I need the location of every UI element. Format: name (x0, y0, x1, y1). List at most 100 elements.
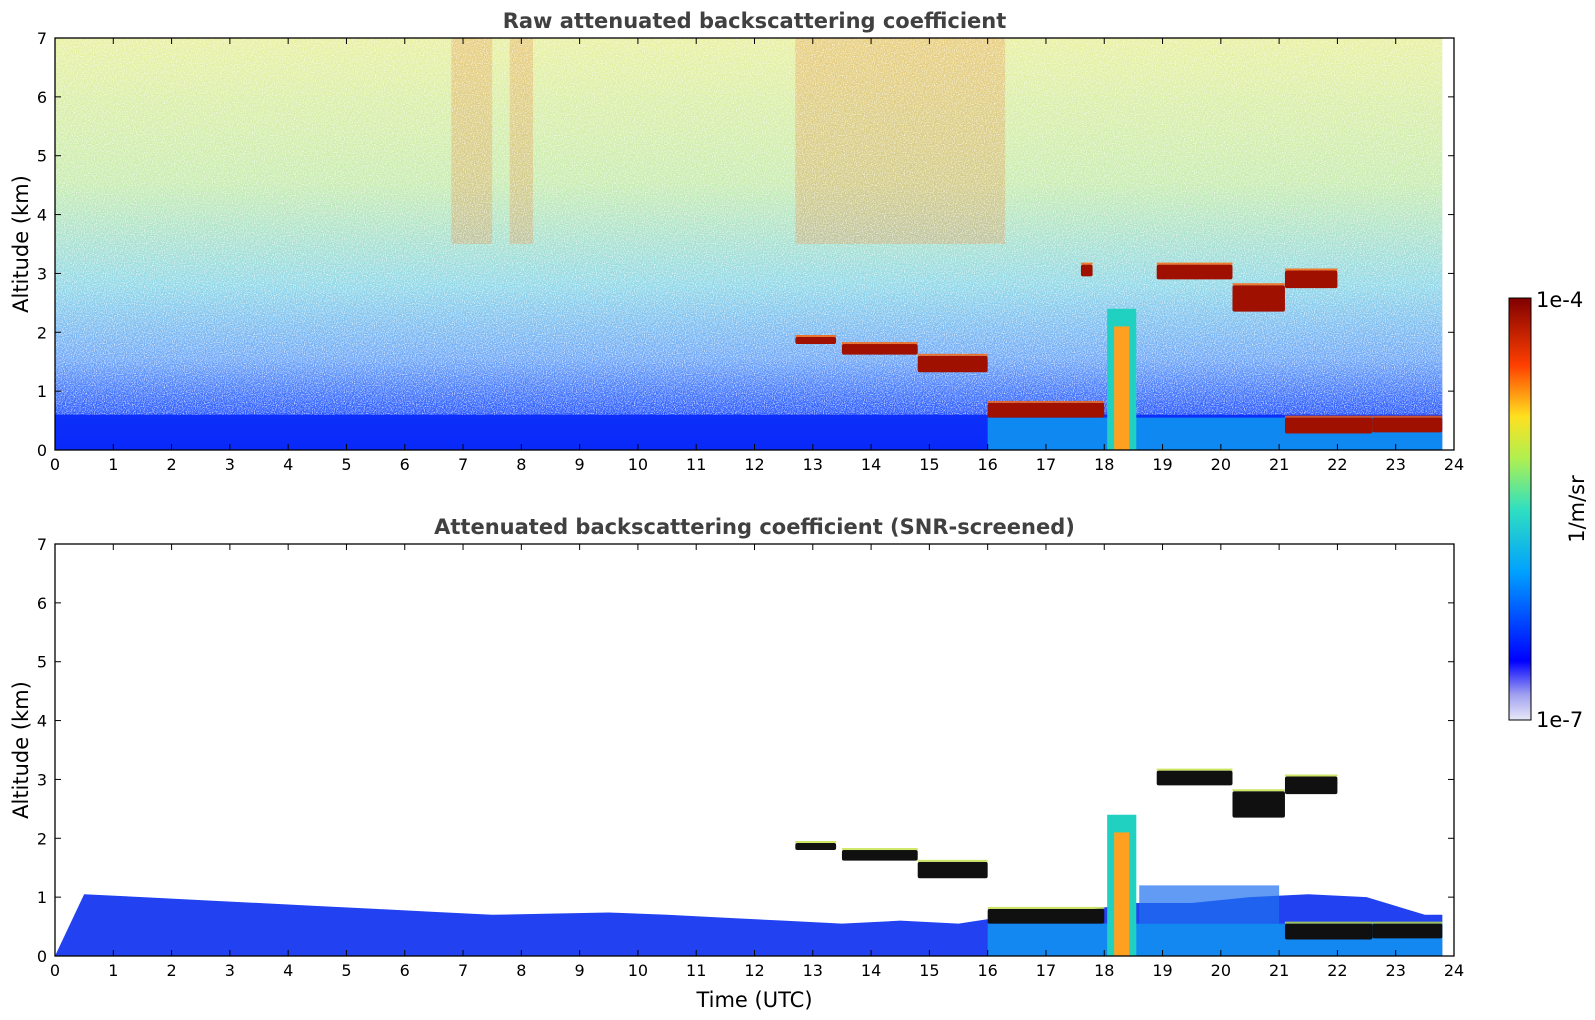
raw-x-tick-label: 22 (1327, 455, 1347, 474)
screened-x-tick-label: 11 (686, 961, 706, 980)
raw-x-tick-label: 15 (919, 455, 939, 474)
raw-x-tick-label: 23 (1386, 455, 1406, 474)
screened-cloud-layer (841, 850, 918, 861)
screened-cloud-layer (795, 842, 837, 851)
screened-x-tick-label: 9 (575, 961, 585, 980)
screened-cloud-edge (1372, 921, 1443, 924)
raw-cloud-edge (1372, 415, 1443, 418)
screened-x-tick-label: 14 (861, 961, 881, 980)
raw-panel: 0 1 2 3 4 5 6 7 8 9 10 11 12 13 14 15 16 17 18 19 20 21 22 23 24… (9, 9, 1464, 474)
screened-x-tick-label: 1 (108, 961, 118, 980)
screened-x-tick-label: 6 (400, 961, 410, 980)
raw-x-tick-label: 4 (283, 455, 293, 474)
screened-y-tick-label: 1 (37, 888, 47, 907)
raw-x-tick-label: 21 (1269, 455, 1289, 474)
screened-x-tick-label: 24 (1444, 961, 1464, 980)
raw-x-tick-label: 24 (1444, 455, 1464, 474)
screened-x-axis-label: Time (UTC) (695, 988, 812, 1012)
raw-x-tick-label: 0 (50, 455, 60, 474)
screened-x-tick-label: 5 (341, 961, 351, 980)
screened-y-tick-label: 7 (37, 535, 47, 554)
screened-y-tick-label: 5 (37, 653, 47, 672)
raw-y-tick-label: 1 (37, 382, 47, 401)
screened-cloud-layer (1156, 770, 1233, 786)
raw-x-tick-label: 5 (341, 455, 351, 474)
raw-cloud-edge (917, 353, 988, 356)
raw-x-tick-label: 18 (1094, 455, 1114, 474)
screened-y-ticks: 0 1 2 3 4 5 6 7 (37, 535, 1454, 966)
screened-y-tick-label: 0 (37, 947, 47, 966)
raw-y-tick-label: 3 (37, 264, 47, 283)
colorbar-unit-label: 1/m/sr (1565, 475, 1589, 543)
screened-x-tick-label: 2 (166, 961, 176, 980)
raw-y-tick-label: 5 (37, 147, 47, 166)
raw-cloud-edge (1080, 262, 1093, 265)
colorbar-min-label: 1e-7 (1536, 708, 1583, 732)
raw-y-axis-label: Altitude (km) (9, 175, 33, 313)
raw-cloud-layer (795, 336, 837, 345)
screened-cloud-edge (1284, 774, 1338, 777)
colorbar-max-label: 1e-4 (1536, 288, 1583, 312)
screened-y-tick-label: 6 (37, 594, 47, 613)
screened-x-tick-label: 17 (1036, 961, 1056, 980)
raw-cloud-layer (1372, 417, 1443, 433)
screened-x-tick-label: 19 (1152, 961, 1172, 980)
raw-cloud-layer (917, 355, 988, 373)
raw-x-tick-label: 9 (575, 455, 585, 474)
raw-cloud-layer (841, 344, 918, 355)
raw-x-tick-label: 17 (1036, 455, 1056, 474)
screened-panel: 0 1 2 3 4 5 6 7 8 9 10 11 12 13 14 15 16 17 18 19 20 21 22 23 24… (9, 515, 1464, 1012)
screened-x-tick-label: 22 (1327, 961, 1347, 980)
raw-y-tick-label: 0 (37, 441, 47, 460)
screened-x-tick-label: 10 (628, 961, 648, 980)
screened-cloud-edge (917, 859, 988, 862)
raw-convective-core (1114, 326, 1130, 450)
raw-cloud-layer (1284, 270, 1338, 289)
raw-x-tick-label: 6 (400, 455, 410, 474)
raw-cloud-layer (1232, 285, 1285, 312)
screened-y-tick-label: 4 (37, 712, 47, 731)
raw-y-tick-label: 2 (37, 323, 47, 342)
raw-cloud-edge (1284, 415, 1373, 418)
screened-cloud-layer (1232, 791, 1285, 818)
screened-x-tick-label: 23 (1386, 961, 1406, 980)
screened-y-tick-label: 3 (37, 770, 47, 789)
raw-cloud-layer (1284, 417, 1373, 434)
raw-noise (55, 38, 1443, 415)
raw-x-tick-label: 10 (628, 455, 648, 474)
raw-y-tick-label: 6 (37, 88, 47, 107)
raw-cloud-layer (1156, 264, 1233, 280)
raw-x-tick-label: 7 (458, 455, 468, 474)
screened-plot-area (55, 768, 1443, 956)
screened-cloud-layer (987, 908, 1105, 924)
screened-x-ticks: 0 1 2 3 4 5 6 7 8 9 10 11 12 13 14 15 16 17 18 19 20 21 22 23 24 (50, 544, 1464, 980)
screened-convective-core (1114, 832, 1130, 956)
screened-x-tick-label: 21 (1269, 961, 1289, 980)
screened-y-axis-label: Altitude (km) (9, 681, 33, 819)
raw-y-ticks: 0 1 2 3 4 5 6 7 (37, 29, 1454, 460)
raw-x-tick-label: 19 (1152, 455, 1172, 474)
raw-cloud-edge (987, 400, 1105, 403)
raw-cloud-edge (795, 334, 837, 337)
screened-cloud-edge (795, 840, 837, 843)
screened-y-tick-label: 2 (37, 829, 47, 848)
screened-x-tick-label: 16 (977, 961, 997, 980)
raw-cloud-edge (1232, 283, 1285, 286)
raw-x-tick-label: 8 (516, 455, 526, 474)
screened-moist-layer (1139, 885, 1280, 924)
raw-cloud-layer (1080, 264, 1093, 277)
screened-cloud-layer (1372, 923, 1443, 939)
raw-x-tick-label: 16 (977, 455, 997, 474)
screened-cloud-layer (1284, 776, 1338, 795)
screened-x-tick-label: 12 (744, 961, 764, 980)
screened-panel-title: Attenuated backscattering coefficient (S… (434, 515, 1075, 539)
screened-cloud-layer (917, 861, 988, 879)
raw-x-tick-label: 1 (108, 455, 118, 474)
raw-x-tick-label: 2 (166, 455, 176, 474)
raw-x-ticks: 0 1 2 3 4 5 6 7 8 9 10 11 12 13 14 15 16 17 18 19 20 21 22 23 24 (50, 38, 1464, 474)
raw-x-tick-label: 20 (1211, 455, 1231, 474)
screened-cloud-edge (841, 848, 918, 851)
screened-cloud-edge (1232, 789, 1285, 792)
colorbar: 1e-4 1e-7 1/m/sr (1508, 288, 1589, 732)
